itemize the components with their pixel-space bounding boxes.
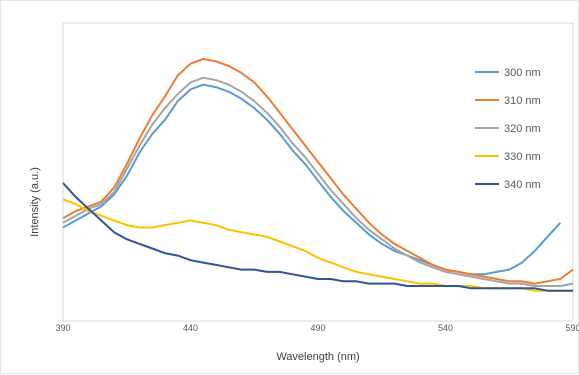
series-line-330-nm — [62, 198, 573, 292]
series-line-300-nm — [62, 83, 562, 276]
series-lines — [62, 58, 574, 292]
plot-border — [62, 22, 574, 322]
legend-label: 320 nm — [504, 123, 541, 135]
x-tick-label: 490 — [310, 323, 325, 333]
x-tick-label: 540 — [438, 323, 453, 333]
legend-label: 340 nm — [504, 179, 541, 191]
legend-label: 300 nm — [504, 67, 541, 79]
series-line-310-nm — [62, 58, 574, 285]
legend-label: 310 nm — [504, 95, 541, 107]
x-tick-label: 590 — [565, 323, 579, 333]
legend-label: 330 nm — [504, 151, 541, 163]
x-axis-title: Wavelength (nm) — [276, 351, 359, 363]
series-line-320-nm — [62, 76, 574, 287]
x-tick-label: 440 — [183, 323, 198, 333]
y-axis-title: Intensity (a.u.) — [29, 167, 41, 237]
plot-area — [62, 22, 574, 322]
series-line-340-nm — [62, 182, 573, 292]
x-axis-ticks: 390 440 490 540 590 — [55, 323, 579, 333]
legend: 300 nm 310 nm 320 nm 330 nm 340 nm — [475, 67, 541, 191]
x-tick-label: 390 — [55, 323, 70, 333]
